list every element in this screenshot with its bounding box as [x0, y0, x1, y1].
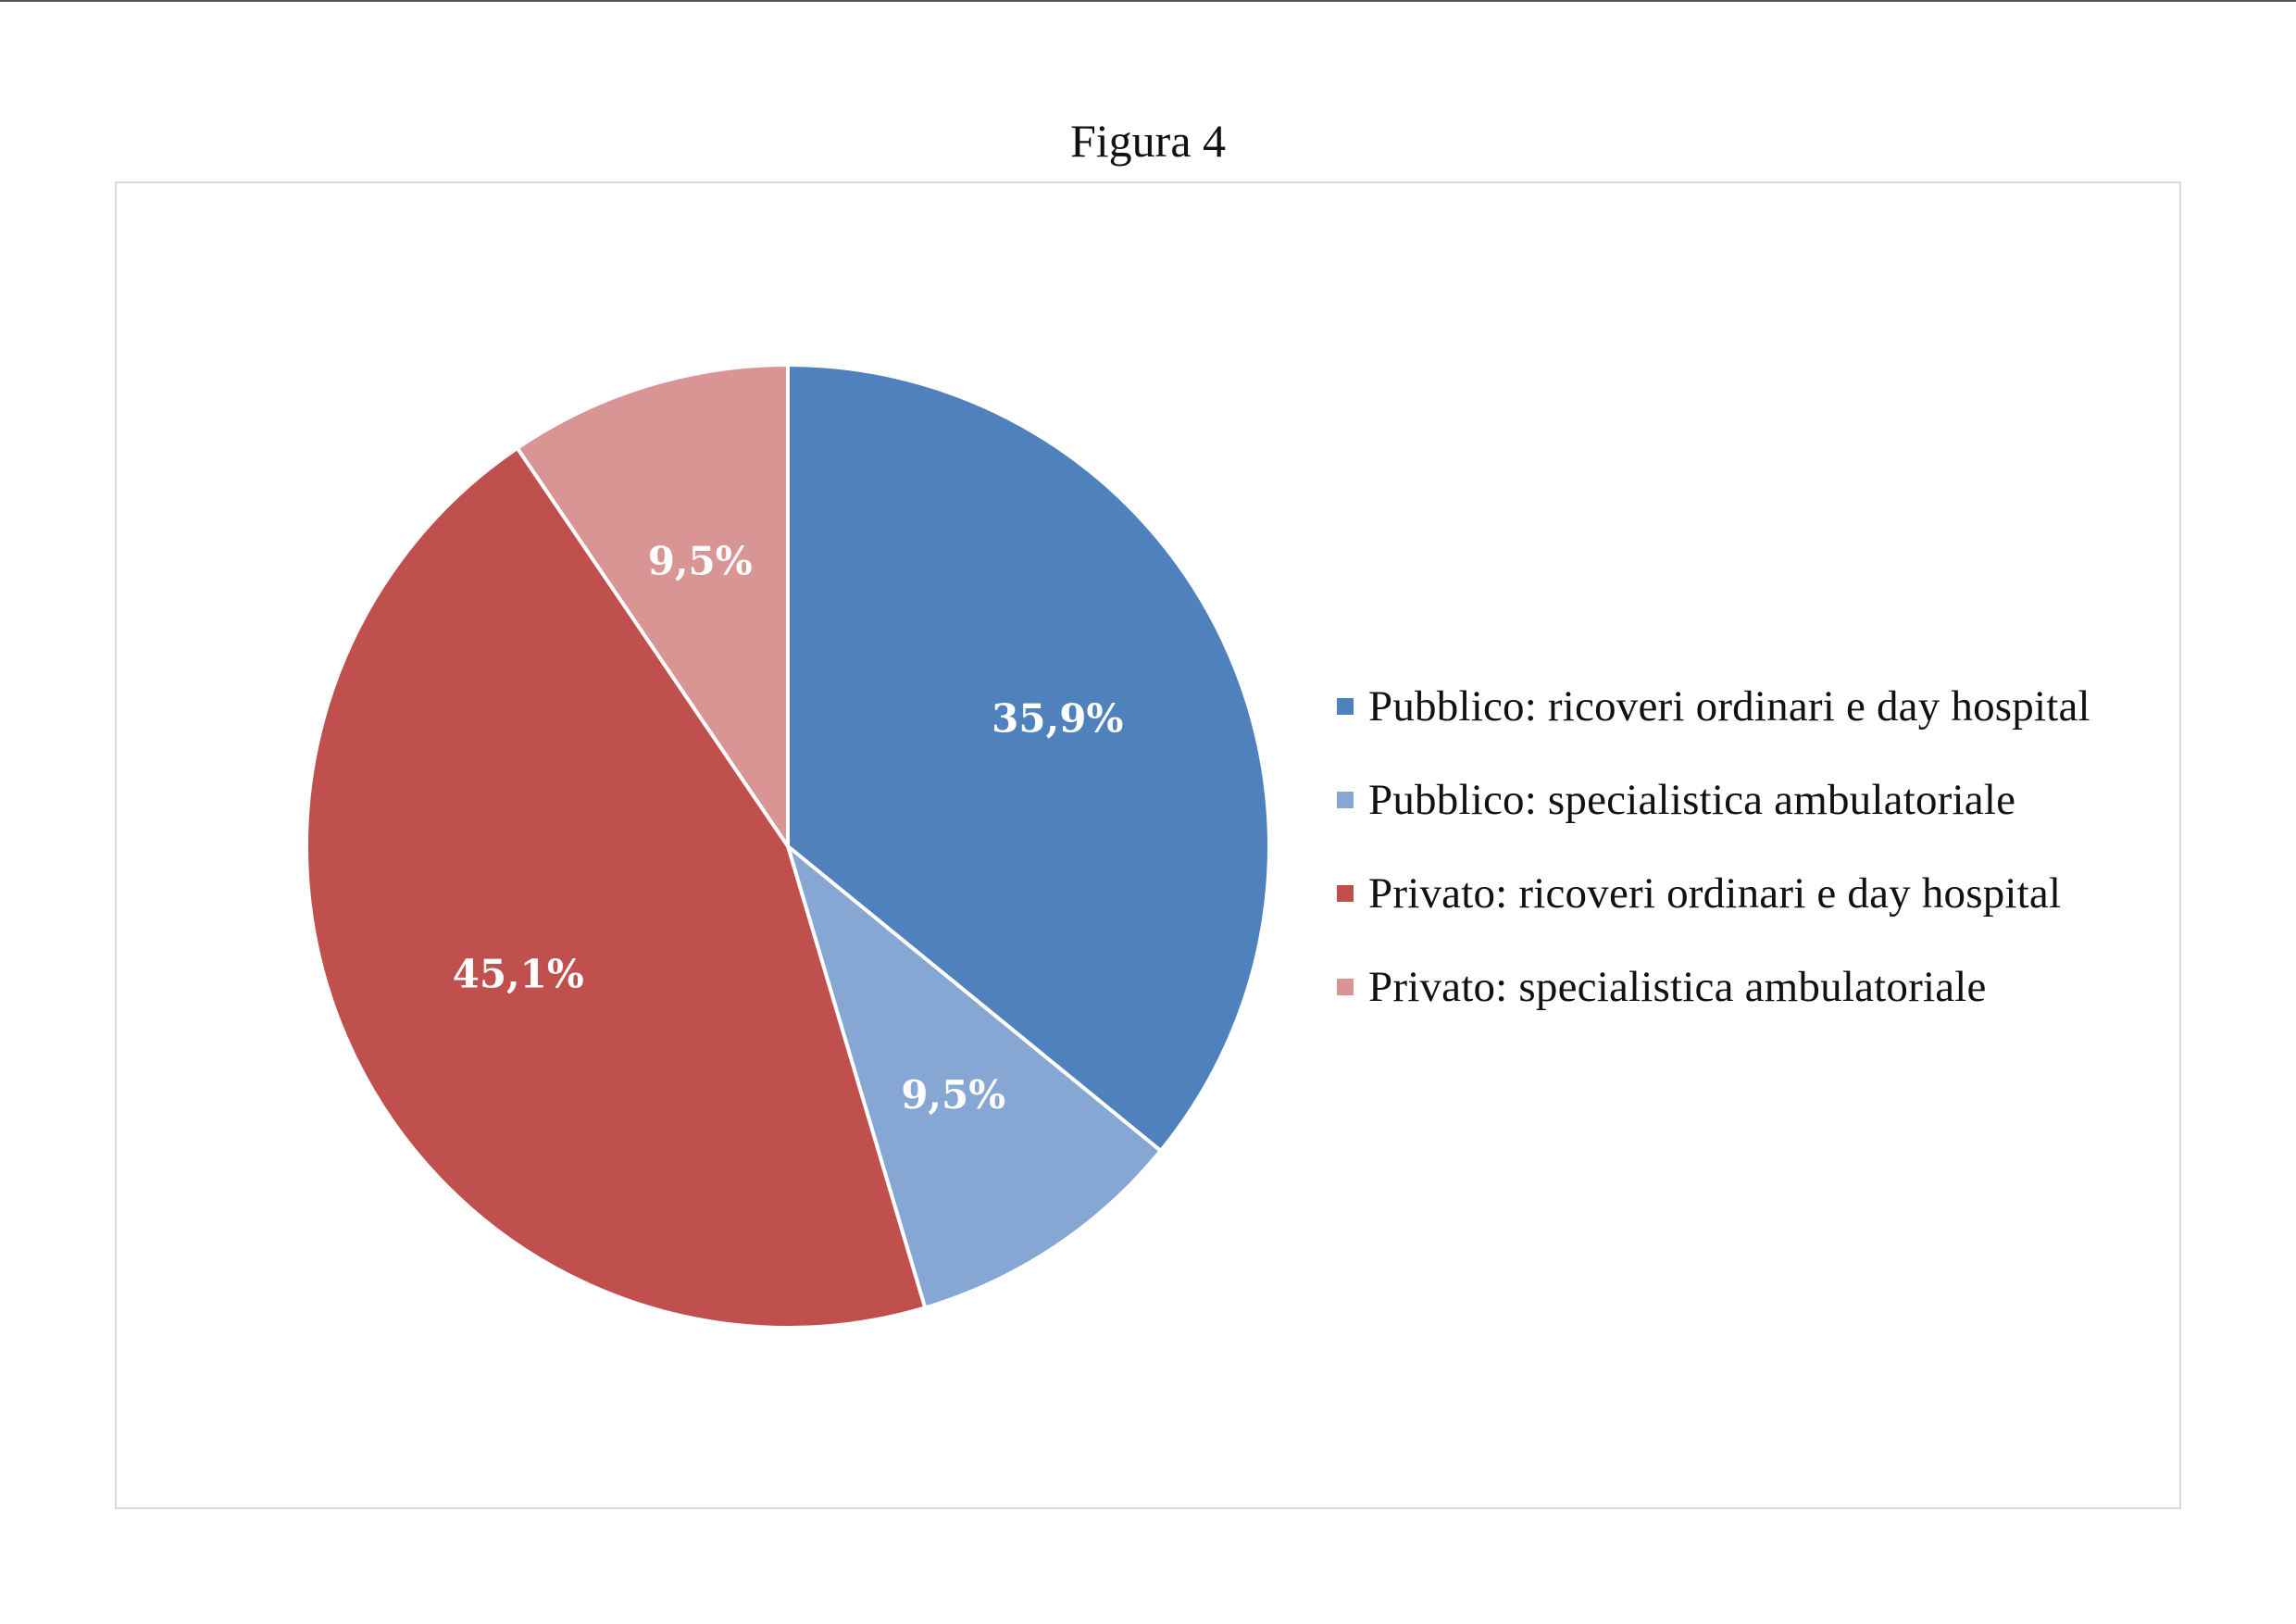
legend-item: Pubblico: specialistica ambulatoriale	[1337, 753, 2090, 846]
slice-data-label: 9,5%	[901, 1072, 1005, 1118]
legend-swatch	[1337, 791, 1354, 808]
legend-label: Pubblico: specialistica ambulatoriale	[1368, 775, 2016, 824]
legend-swatch	[1337, 884, 1354, 902]
pie-slice	[515, 363, 790, 848]
pie-slice	[786, 844, 1163, 1310]
legend-item: Privato: ricoveri ordinari e day hospita…	[1337, 846, 2090, 940]
slice-data-label: 9,5%	[648, 538, 753, 583]
slice-data-label: 35,9%	[992, 695, 1123, 741]
legend-swatch	[1337, 978, 1354, 995]
top-rule	[0, 0, 2296, 2]
legend-label: Privato: specialistica ambulatoriale	[1368, 962, 1987, 1011]
pie-slice	[786, 363, 1271, 1153]
figure-caption: Figura 4	[1069, 115, 1227, 167]
legend-label: Pubblico: ricoveri ordinari e day hospit…	[1368, 681, 2090, 731]
legend: Pubblico: ricoveri ordinari e day hospit…	[1337, 659, 2090, 1033]
chart-frame	[115, 181, 2181, 1509]
legend-swatch	[1337, 697, 1354, 715]
legend-item: Pubblico: ricoveri ordinari e day hospit…	[1337, 659, 2090, 753]
pie-slice	[305, 445, 928, 1330]
slice-data-label: 45,1%	[453, 952, 584, 997]
legend-item: Privato: specialistica ambulatoriale	[1337, 940, 2090, 1033]
legend-label: Privato: ricoveri ordinari e day hospita…	[1368, 868, 2062, 918]
